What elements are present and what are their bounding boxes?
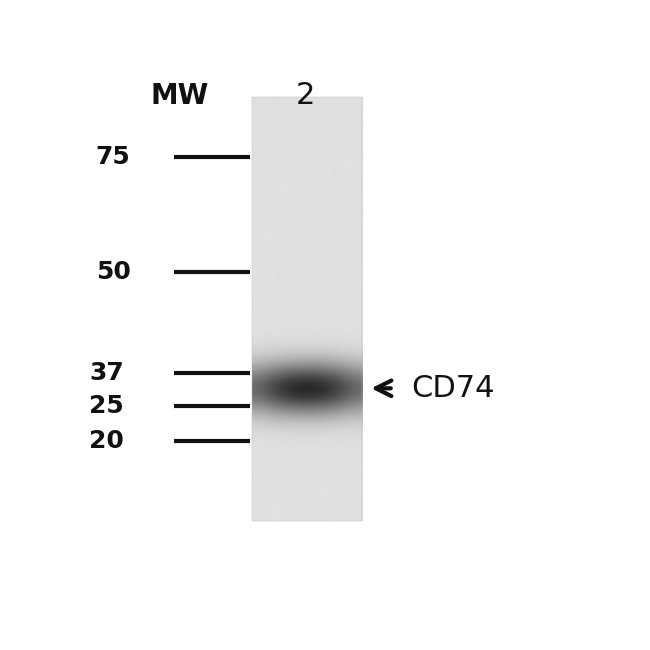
Bar [252, 97, 362, 521]
Text: 75: 75 [96, 144, 131, 168]
Text: 2: 2 [296, 81, 315, 110]
Text: 37: 37 [89, 361, 124, 385]
Text: CD74: CD74 [411, 374, 495, 403]
Text: 25: 25 [89, 394, 124, 418]
Text: MW: MW [150, 81, 209, 109]
Text: 20: 20 [89, 429, 124, 453]
Text: 50: 50 [96, 260, 131, 284]
